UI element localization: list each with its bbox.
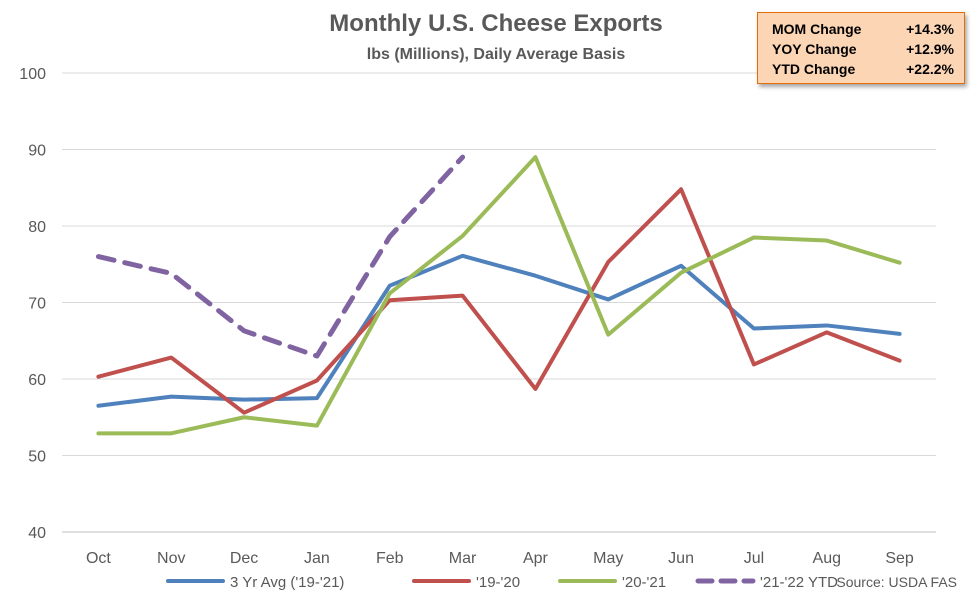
legend: 3 Yr Avg ('19-'21) '19-'20 '20-'21 '21-'22 … <box>166 574 838 591</box>
legend-label: '19-'20 <box>476 574 520 591</box>
stats-box: MOM Change +14.3% YOY Change +12.9% YTD … <box>757 12 965 84</box>
series-lines <box>95 154 902 436</box>
y-tick-label: 90 <box>28 143 46 160</box>
x-tick-label: Apr <box>523 550 549 567</box>
series-line-0 <box>96 253 902 408</box>
stats-label: MOM Change <box>772 21 862 37</box>
x-tick-label: Jul <box>744 550 764 567</box>
y-tick-label: 40 <box>28 525 46 542</box>
stats-row-yoy: YOY Change +12.9% <box>772 39 954 59</box>
x-tick-label: Feb <box>376 550 404 567</box>
y-axis-ticks: 100 90 80 70 60 50 40 <box>19 66 46 542</box>
legend-label: '21-'22 YTD <box>760 574 838 591</box>
chart-title: Monthly U.S. Cheese Exports <box>329 10 662 37</box>
series-line-2 <box>96 155 902 436</box>
series-line-1 <box>96 187 902 415</box>
series-line-3 <box>95 154 466 359</box>
gridlines <box>62 72 936 533</box>
x-tick-label: May <box>593 550 623 567</box>
x-tick-label: Dec <box>230 550 258 567</box>
x-tick-label: Nov <box>157 550 185 567</box>
stats-label: YTD Change <box>772 61 856 77</box>
legend-label: 3 Yr Avg ('19-'21) <box>230 574 344 591</box>
legend-label: '20-'21 <box>622 574 666 591</box>
stats-label: YOY Change <box>772 41 857 57</box>
y-tick-label: 80 <box>28 219 46 236</box>
stats-row-mom: MOM Change +14.3% <box>772 19 954 39</box>
x-tick-label: Mar <box>449 550 477 567</box>
stats-value: +12.9% <box>906 41 954 57</box>
x-tick-label: Jan <box>304 550 330 567</box>
stats-row-ytd: YTD Change +22.2% <box>772 59 954 79</box>
y-tick-label: 60 <box>28 372 46 389</box>
y-tick-label: 50 <box>28 449 46 466</box>
y-tick-label: 100 <box>19 66 46 83</box>
stats-value: +22.2% <box>906 61 954 77</box>
stats-value: +14.3% <box>906 21 954 37</box>
x-tick-label: Jun <box>668 550 694 567</box>
source-label: Source: USDA FAS <box>836 574 957 590</box>
x-tick-label: Sep <box>885 550 914 567</box>
x-axis-ticks: Oct Nov Dec Jan Feb Mar Apr May Jun Jul Aug Sep <box>86 550 914 567</box>
x-tick-label: Aug <box>813 550 841 567</box>
chart-subtitle: lbs (Millions), Daily Average Basis <box>367 46 626 63</box>
x-tick-label: Oct <box>86 550 111 567</box>
y-tick-label: 70 <box>28 296 46 313</box>
